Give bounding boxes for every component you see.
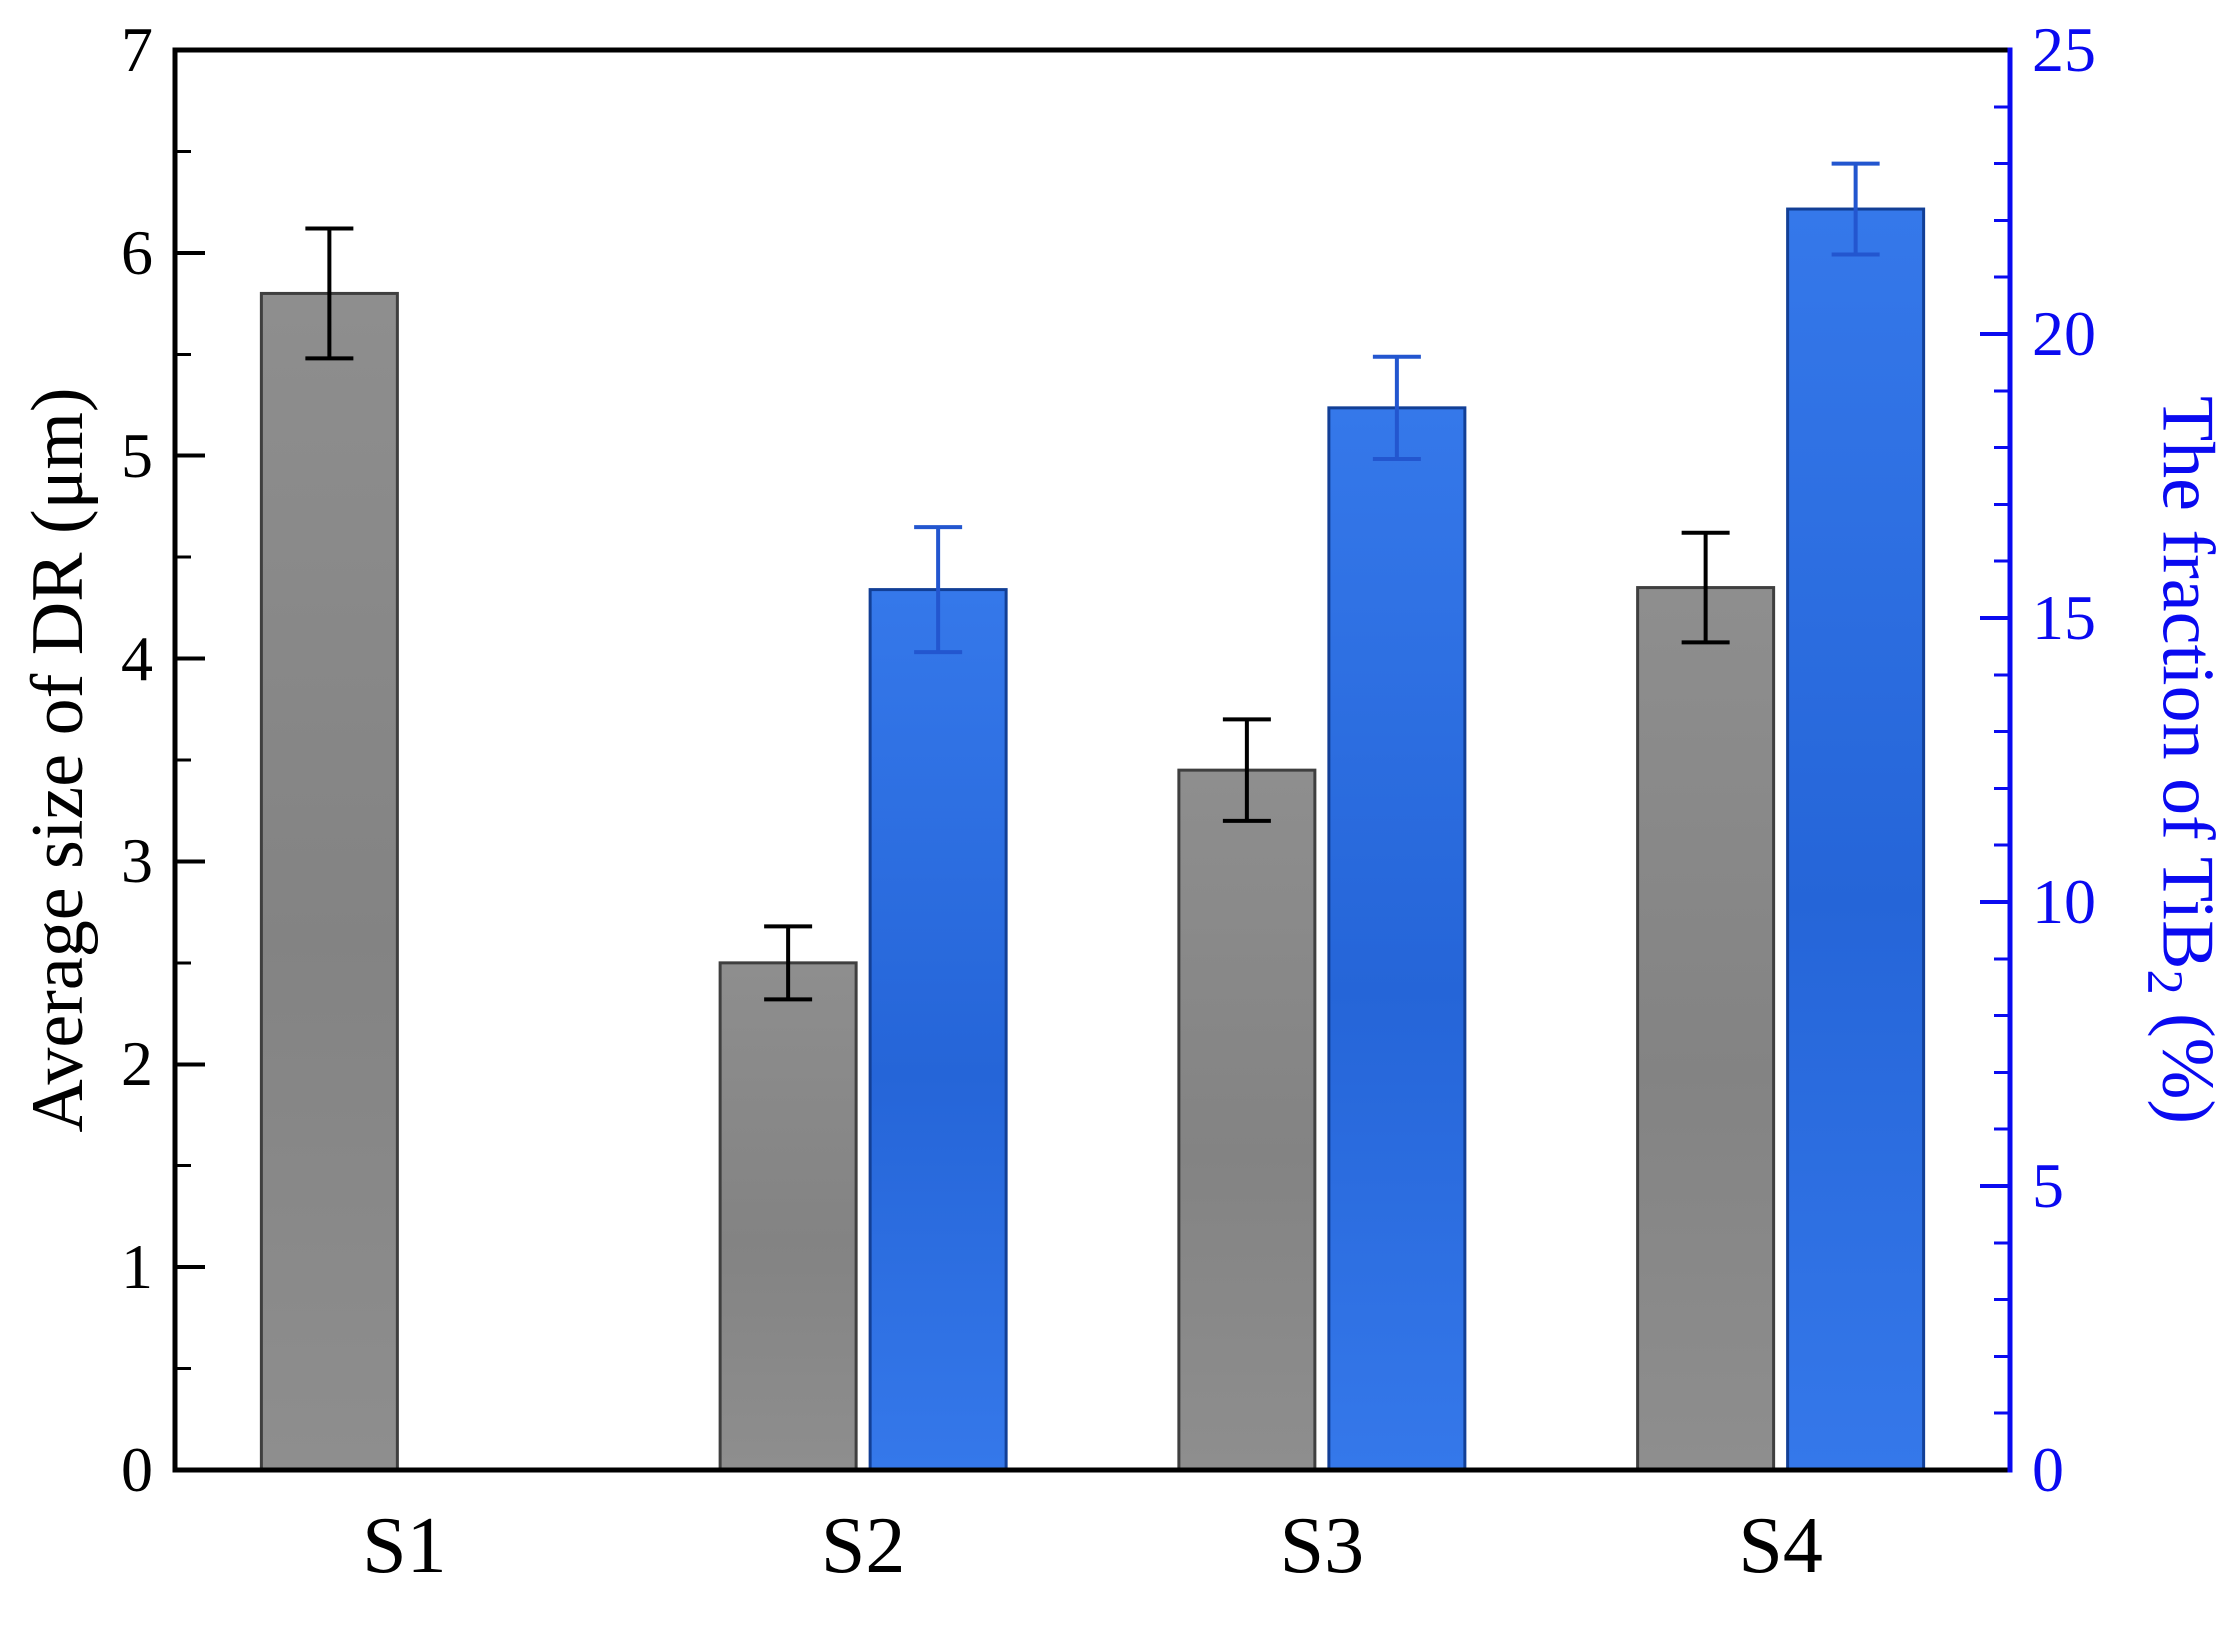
error-bar-gray-S1 bbox=[305, 226, 354, 361]
error-bar-gray-S2 bbox=[764, 924, 813, 1002]
gray-bar-S1 bbox=[259, 291, 399, 1472]
left-axis-tick-label: 6 bbox=[121, 216, 153, 288]
blue-bar-S2 bbox=[868, 588, 1008, 1472]
right-axis-tick-label: 0 bbox=[2032, 1434, 2064, 1505]
x-tick-label-S2: S2 bbox=[820, 1502, 906, 1590]
left-axis-tick-label: 7 bbox=[121, 14, 153, 85]
left-axis-tick-label: 5 bbox=[121, 419, 153, 491]
blue-bar-S4 bbox=[1786, 207, 1926, 1472]
x-tick-label-S3: S3 bbox=[1279, 1502, 1365, 1590]
x-tick-label-S1: S1 bbox=[362, 1502, 447, 1590]
right-axis-title-unit: (%) bbox=[2146, 994, 2229, 1125]
left-axis-tick-label: 4 bbox=[121, 622, 153, 694]
blue-bar-S3 bbox=[1327, 406, 1467, 1472]
left-axis-tick-label: 0 bbox=[121, 1434, 153, 1505]
right-axis-title-text: The fraction of TiB bbox=[2146, 395, 2229, 970]
right-axis-tick-label: 10 bbox=[2032, 866, 2096, 937]
error-bar-blue-S3 bbox=[1372, 354, 1421, 461]
error-bar-blue-S4 bbox=[1831, 161, 1880, 257]
right-axis-title-subscript: 2 bbox=[2136, 969, 2193, 995]
gray-bar-S3 bbox=[1177, 768, 1317, 1472]
right-axis-tick-label: 20 bbox=[2032, 298, 2096, 369]
left-axis-tick-label: 2 bbox=[121, 1028, 153, 1100]
left-axis-tick-label: 1 bbox=[121, 1231, 153, 1303]
left-axis-title: Average size of DR (μm) bbox=[17, 387, 99, 1133]
right-axis-tick-label: 15 bbox=[2032, 582, 2096, 653]
right-axis-tick-label: 5 bbox=[2032, 1150, 2064, 1221]
right-axis-tick-label: 25 bbox=[2032, 14, 2096, 85]
error-bar-gray-S3 bbox=[1222, 717, 1271, 823]
gray-bar-S2 bbox=[718, 961, 858, 1472]
right-axis-title: The fraction of TiB2 (%) bbox=[2136, 396, 2229, 1124]
gray-bar-S4 bbox=[1636, 586, 1776, 1472]
error-bar-gray-S4 bbox=[1681, 530, 1730, 645]
x-tick-label-S4: S4 bbox=[1738, 1502, 1823, 1590]
error-bar-blue-S2 bbox=[914, 525, 963, 655]
left-axis-tick-label: 3 bbox=[121, 825, 153, 897]
